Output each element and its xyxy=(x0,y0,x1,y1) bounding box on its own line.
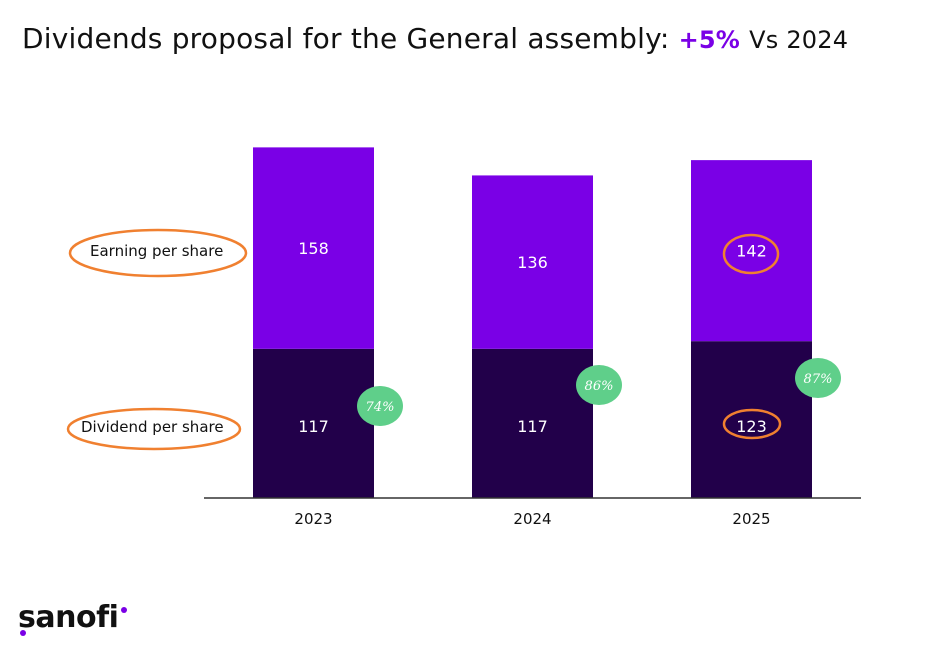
annotation-ellipse-dividend xyxy=(66,407,242,451)
page-title: Dividends proposal for the General assem… xyxy=(22,22,848,55)
sanofi-logo: sanofi xyxy=(18,600,127,636)
title-suffix: Vs 2024 xyxy=(749,26,849,54)
payout-bubble-2024 xyxy=(576,365,622,405)
x-tick-label-2024: 2024 xyxy=(513,510,551,528)
x-tick-label-2023: 2023 xyxy=(294,510,332,528)
series-label-eps: Earning per share xyxy=(90,242,223,260)
bar-dividend-2023 xyxy=(253,348,374,498)
eps-value-label-2024: 136 xyxy=(517,253,548,272)
annotation-ellipse-eps xyxy=(68,228,248,278)
dividend-value-label-2024: 117 xyxy=(517,417,548,436)
payout-label-2023: 74% xyxy=(366,400,395,415)
bar-eps-2023 xyxy=(253,147,374,349)
title-highlight: +5% xyxy=(678,26,741,54)
bar-eps-2024 xyxy=(472,175,593,349)
bar-dividend-2024 xyxy=(472,348,593,498)
payout-bubble-2025 xyxy=(795,358,841,398)
logo-dot-right xyxy=(121,607,127,613)
series-label-dividend: Dividend per share xyxy=(81,418,224,436)
logo-dot-left xyxy=(20,630,26,636)
dividend-value-label-2025: 123 xyxy=(736,417,767,436)
annotation-ellipse-2025-dividend xyxy=(722,408,782,440)
eps-value-label-2025: 142 xyxy=(736,242,767,261)
payout-bubble-2023 xyxy=(357,386,403,426)
eps-value-label-2023: 158 xyxy=(298,239,329,258)
payout-label-2024: 86% xyxy=(585,379,614,394)
title-main: Dividends proposal for the General assem… xyxy=(22,22,670,55)
bar-dividend-2025 xyxy=(691,341,812,498)
dividend-value-label-2023: 117 xyxy=(298,417,329,436)
annotation-ellipse-2025-eps xyxy=(722,233,780,275)
bar-eps-2025 xyxy=(691,160,812,342)
payout-label-2025: 87% xyxy=(804,372,833,387)
x-tick-label-2025: 2025 xyxy=(732,510,770,528)
